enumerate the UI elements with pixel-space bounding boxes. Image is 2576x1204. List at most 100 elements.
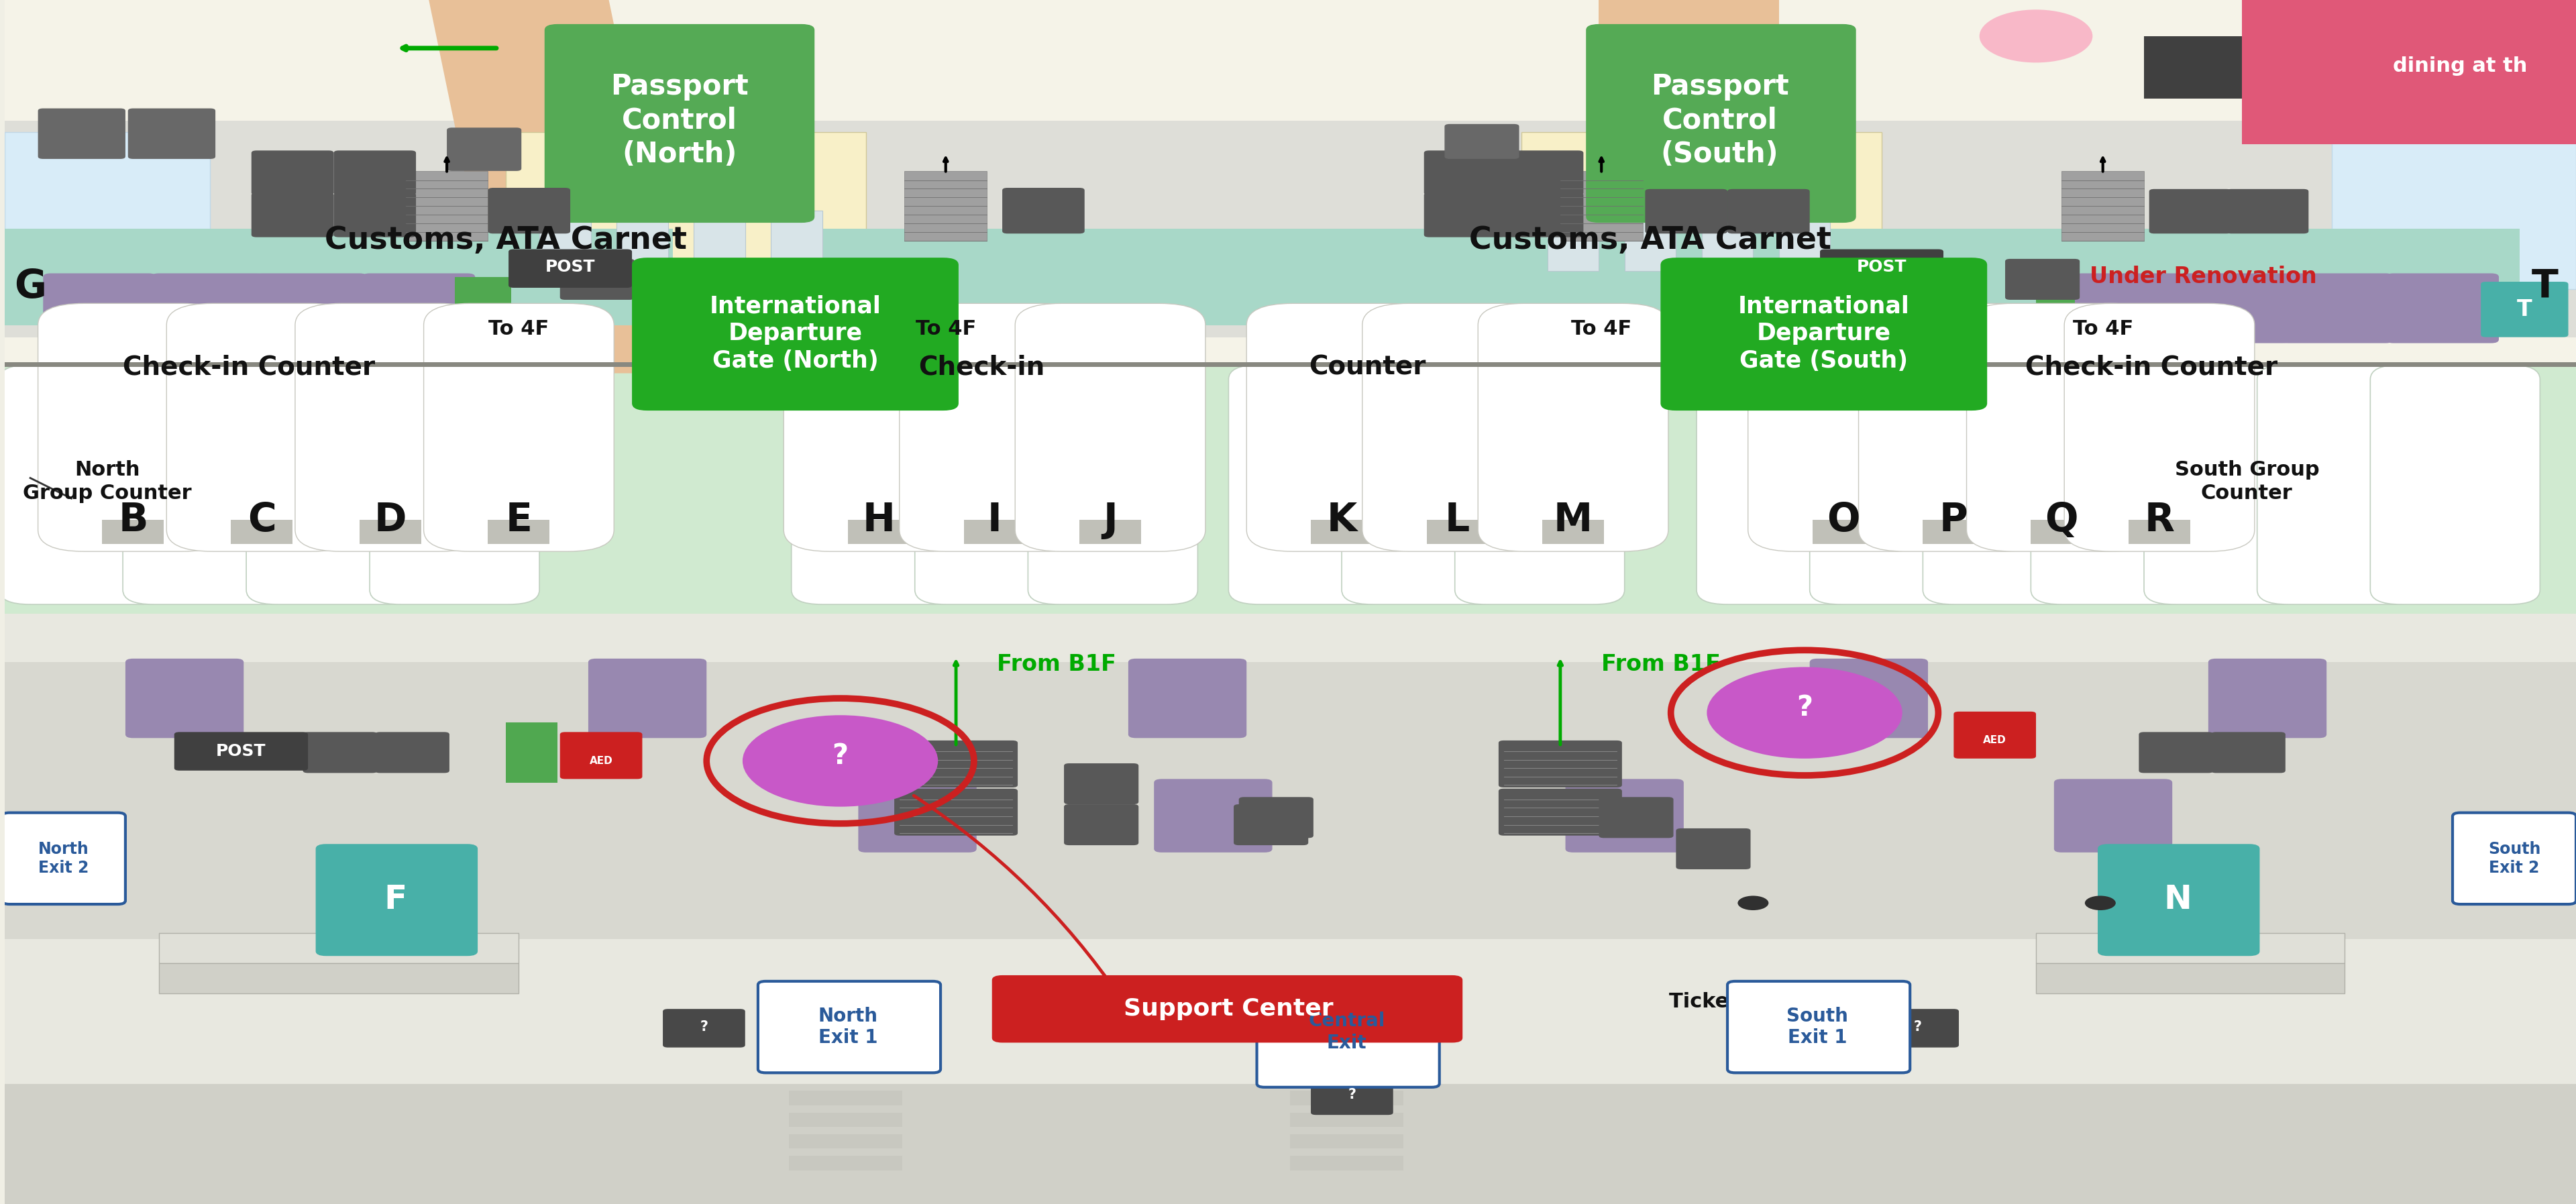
Bar <box>1291 1156 1404 1170</box>
Bar <box>538 211 590 271</box>
Bar <box>1291 1091 1404 1105</box>
FancyBboxPatch shape <box>3 813 126 904</box>
Bar <box>160 963 518 993</box>
Text: To 4F: To 4F <box>489 319 549 338</box>
Text: J: J <box>1103 501 1118 539</box>
Bar <box>103 520 165 544</box>
FancyBboxPatch shape <box>422 303 613 551</box>
FancyBboxPatch shape <box>1646 189 1728 234</box>
FancyBboxPatch shape <box>1811 659 1927 738</box>
Text: POST: POST <box>546 259 595 276</box>
Text: G: G <box>15 267 46 306</box>
Bar <box>5 614 2576 1204</box>
FancyBboxPatch shape <box>662 1009 744 1047</box>
Bar <box>963 520 1025 544</box>
Bar <box>770 211 822 271</box>
FancyBboxPatch shape <box>1600 797 1674 838</box>
Bar <box>505 132 866 313</box>
Text: To 4F: To 4F <box>2074 319 2133 338</box>
Text: To 4F: To 4F <box>914 319 976 338</box>
Text: Q: Q <box>2045 501 2079 539</box>
FancyBboxPatch shape <box>335 193 415 237</box>
FancyBboxPatch shape <box>371 365 538 604</box>
Bar <box>5 229 672 325</box>
Bar <box>1723 229 2519 325</box>
Bar <box>1427 520 1489 544</box>
FancyBboxPatch shape <box>1015 303 1206 551</box>
Text: N: N <box>2164 884 2192 915</box>
FancyBboxPatch shape <box>252 150 335 195</box>
Bar <box>5 367 2576 614</box>
FancyBboxPatch shape <box>126 659 245 738</box>
FancyBboxPatch shape <box>1229 365 1399 604</box>
Text: Central
Exit: Central Exit <box>1309 1011 1386 1052</box>
Text: Customs, ATA Carnet: Customs, ATA Carnet <box>325 225 688 256</box>
Bar <box>1780 211 1832 271</box>
Bar <box>1291 1112 1404 1127</box>
Bar <box>1291 1134 1404 1149</box>
Circle shape <box>2084 896 2115 910</box>
FancyBboxPatch shape <box>507 249 631 288</box>
Text: South
Exit 1: South Exit 1 <box>1788 1007 1847 1047</box>
FancyBboxPatch shape <box>992 975 1463 1043</box>
Text: POST: POST <box>216 743 265 760</box>
FancyBboxPatch shape <box>631 258 958 411</box>
FancyBboxPatch shape <box>317 844 477 956</box>
Bar <box>505 722 556 783</box>
FancyBboxPatch shape <box>1821 249 1942 288</box>
Bar <box>487 520 549 544</box>
FancyBboxPatch shape <box>1002 188 1084 234</box>
Bar <box>2143 36 2241 99</box>
Text: North
Exit 2: North Exit 2 <box>39 842 90 875</box>
Bar <box>2035 277 2074 340</box>
FancyBboxPatch shape <box>1587 24 1855 223</box>
FancyBboxPatch shape <box>304 732 379 773</box>
FancyBboxPatch shape <box>124 365 294 604</box>
FancyBboxPatch shape <box>1128 659 1247 738</box>
Bar <box>693 211 744 271</box>
FancyBboxPatch shape <box>2097 844 2259 956</box>
FancyBboxPatch shape <box>894 740 1018 787</box>
Text: H: H <box>863 501 896 539</box>
Text: Check-in: Check-in <box>920 354 1046 380</box>
FancyBboxPatch shape <box>296 303 484 551</box>
FancyBboxPatch shape <box>757 981 940 1073</box>
Text: Check-in Counter: Check-in Counter <box>2025 354 2277 380</box>
Bar <box>2030 520 2092 544</box>
FancyBboxPatch shape <box>1875 1009 1958 1047</box>
Text: K: K <box>1327 501 1358 539</box>
FancyBboxPatch shape <box>1342 365 1512 604</box>
FancyBboxPatch shape <box>44 273 157 343</box>
Bar <box>453 277 510 340</box>
FancyBboxPatch shape <box>858 779 976 852</box>
Text: ?: ? <box>832 742 848 771</box>
Bar <box>788 1134 902 1149</box>
FancyBboxPatch shape <box>1502 150 1584 195</box>
Bar <box>788 1112 902 1127</box>
FancyBboxPatch shape <box>363 273 474 343</box>
Bar <box>1188 229 1677 325</box>
Text: R: R <box>2143 501 2174 539</box>
Text: B: B <box>118 501 147 539</box>
FancyBboxPatch shape <box>899 303 1090 551</box>
Bar <box>5 120 2576 337</box>
Text: South
Exit 2: South Exit 2 <box>2488 842 2540 875</box>
FancyBboxPatch shape <box>152 273 265 343</box>
Bar <box>2035 933 2344 963</box>
FancyBboxPatch shape <box>39 303 229 551</box>
FancyBboxPatch shape <box>335 150 415 195</box>
FancyBboxPatch shape <box>2004 259 2079 300</box>
Bar <box>404 171 487 241</box>
FancyBboxPatch shape <box>894 789 1018 836</box>
FancyBboxPatch shape <box>2481 282 2568 337</box>
FancyBboxPatch shape <box>587 659 706 738</box>
Bar <box>5 362 2576 367</box>
FancyBboxPatch shape <box>2063 303 2254 551</box>
Text: AED: AED <box>1984 736 2007 745</box>
FancyBboxPatch shape <box>1728 981 1909 1073</box>
Bar <box>5 662 2576 939</box>
FancyBboxPatch shape <box>1425 150 1507 195</box>
Circle shape <box>1708 667 1901 759</box>
Bar <box>1522 132 1880 313</box>
FancyBboxPatch shape <box>1698 365 1865 604</box>
